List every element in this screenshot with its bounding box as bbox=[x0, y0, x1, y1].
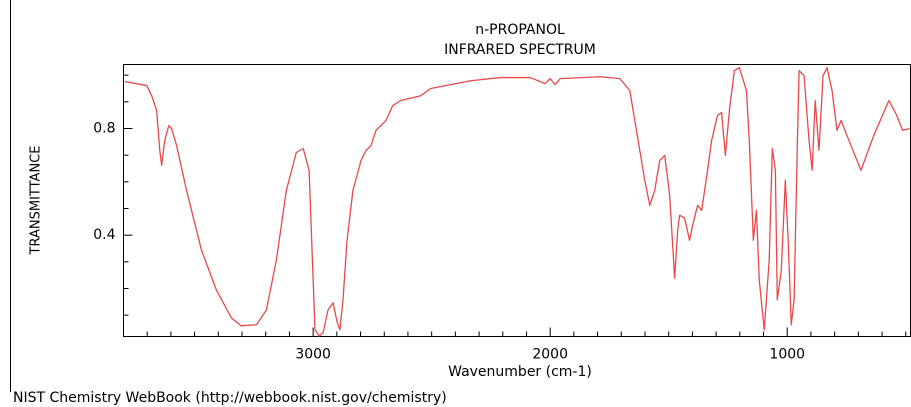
plot-frame bbox=[123, 64, 911, 337]
x-tick-label: 1000 bbox=[769, 347, 805, 363]
y-axis-label: TRANSMITTANCE bbox=[29, 146, 44, 256]
source-note: NIST Chemistry WebBook (http://webbook.n… bbox=[13, 390, 447, 406]
y-tick-label: 0.4 bbox=[93, 227, 115, 243]
chart-title: n-PROPANOL bbox=[475, 22, 565, 38]
x-tick-label: 3000 bbox=[295, 347, 331, 363]
x-tick-label: 2000 bbox=[532, 347, 568, 363]
spectrum-line bbox=[124, 67, 910, 337]
y-tick-label: 0.8 bbox=[93, 121, 115, 137]
x-axis-label: Wavenumber (cm-1) bbox=[448, 364, 592, 380]
chart-subtitle: INFRARED SPECTRUM bbox=[444, 42, 596, 58]
